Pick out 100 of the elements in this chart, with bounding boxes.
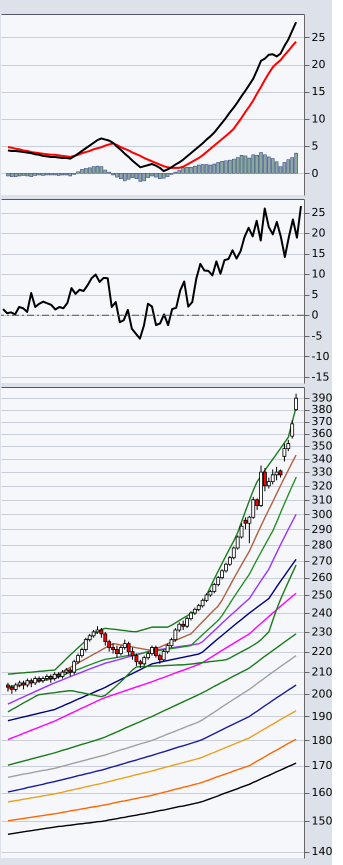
y-tick-label: 25 xyxy=(312,206,326,220)
y-tick-label: 320 xyxy=(312,479,332,492)
bar xyxy=(100,166,104,174)
line-series xyxy=(2,204,302,340)
line-series xyxy=(7,710,297,803)
y-tick-label: 220 xyxy=(312,645,332,658)
bar xyxy=(216,162,220,174)
bar xyxy=(267,156,271,174)
y-tick-label: 20 xyxy=(312,226,326,240)
bar xyxy=(30,172,34,177)
bar xyxy=(154,172,158,178)
candlestick xyxy=(111,643,115,654)
bar xyxy=(259,152,263,174)
y-tick-label: 15 xyxy=(312,85,326,98)
bar xyxy=(115,172,119,178)
bar xyxy=(14,172,18,177)
y-tick-label: 260 xyxy=(312,571,332,584)
y-tick-label: 0 xyxy=(312,166,318,180)
y-tick-label: 25 xyxy=(312,30,326,44)
y-tick-label: 230 xyxy=(312,625,332,638)
y-tick-label: 190 xyxy=(312,710,332,723)
bar xyxy=(220,161,224,174)
y-tick-label: 15 xyxy=(312,247,326,260)
y-tick-label: 300 xyxy=(312,508,332,521)
bar xyxy=(177,170,182,174)
bar xyxy=(130,172,134,178)
bar xyxy=(56,172,60,176)
bar xyxy=(96,166,100,174)
y-tick-label: 370 xyxy=(312,415,332,428)
y-tick-label: 180 xyxy=(312,734,332,747)
bar xyxy=(290,157,294,174)
bar xyxy=(274,162,278,174)
y-tick-label: 310 xyxy=(312,493,332,506)
bar xyxy=(286,159,290,174)
bar xyxy=(200,164,204,174)
y-tick-label: 270 xyxy=(312,554,332,568)
bar xyxy=(92,166,96,174)
bar xyxy=(18,172,22,176)
line-series xyxy=(7,514,297,705)
bar xyxy=(26,172,30,176)
candlestick xyxy=(181,620,186,630)
bar xyxy=(122,172,127,182)
y-tick-label: 10 xyxy=(312,112,326,126)
y-tick-label: 330 xyxy=(312,466,332,479)
bar xyxy=(150,172,154,176)
bar xyxy=(189,166,193,174)
y-tick-label: -10 xyxy=(312,350,330,363)
y-tick-label: 210 xyxy=(312,666,332,679)
bar xyxy=(270,158,275,174)
y-tick-label: 5 xyxy=(312,140,318,153)
line-series xyxy=(7,633,297,766)
y-tick-label: 170 xyxy=(312,759,332,772)
y-tick-label: 150 xyxy=(312,814,332,828)
bar xyxy=(134,172,138,179)
line-series xyxy=(7,654,297,778)
bar xyxy=(208,164,212,174)
bar xyxy=(10,172,14,177)
bar xyxy=(162,172,166,178)
y-tick-label: 290 xyxy=(312,522,332,536)
bar xyxy=(88,168,92,174)
candlestick xyxy=(115,645,119,658)
bar xyxy=(103,170,108,174)
y-tick-label: 200 xyxy=(312,687,332,700)
bar xyxy=(224,160,228,174)
bar xyxy=(263,154,267,174)
bar xyxy=(33,172,38,176)
line-series xyxy=(7,738,297,822)
y-tick-label: 380 xyxy=(312,403,332,416)
bar xyxy=(41,172,45,176)
y-tick-label: 280 xyxy=(312,538,332,552)
bar xyxy=(166,172,170,177)
candlestick xyxy=(282,443,286,462)
candlestick xyxy=(294,393,298,412)
bar xyxy=(138,172,142,182)
y-tick-label: 140 xyxy=(312,845,332,858)
y-tick-label: 240 xyxy=(312,606,332,620)
y-tick-label: 340 xyxy=(312,452,332,466)
bar xyxy=(146,172,150,178)
candlestick xyxy=(270,468,275,485)
bar xyxy=(84,168,88,174)
y-tick-label: -15 xyxy=(312,370,330,384)
bar xyxy=(255,155,259,174)
bar xyxy=(204,164,208,174)
candlestick xyxy=(274,466,279,481)
bar xyxy=(68,172,72,176)
bar xyxy=(232,158,236,174)
y-tick-label: 360 xyxy=(312,427,332,440)
bar xyxy=(244,156,248,174)
bar xyxy=(251,154,256,174)
bar xyxy=(240,155,244,174)
bar xyxy=(22,172,26,176)
y-tick-label: -5 xyxy=(312,329,322,342)
bar xyxy=(248,158,252,174)
y-tick-label: 5 xyxy=(312,288,318,302)
bar xyxy=(80,169,84,174)
bar xyxy=(228,160,232,174)
bar xyxy=(193,166,197,174)
bar xyxy=(236,157,240,174)
y-tick-label: 250 xyxy=(312,588,332,602)
y-tick-label: 160 xyxy=(312,786,332,800)
